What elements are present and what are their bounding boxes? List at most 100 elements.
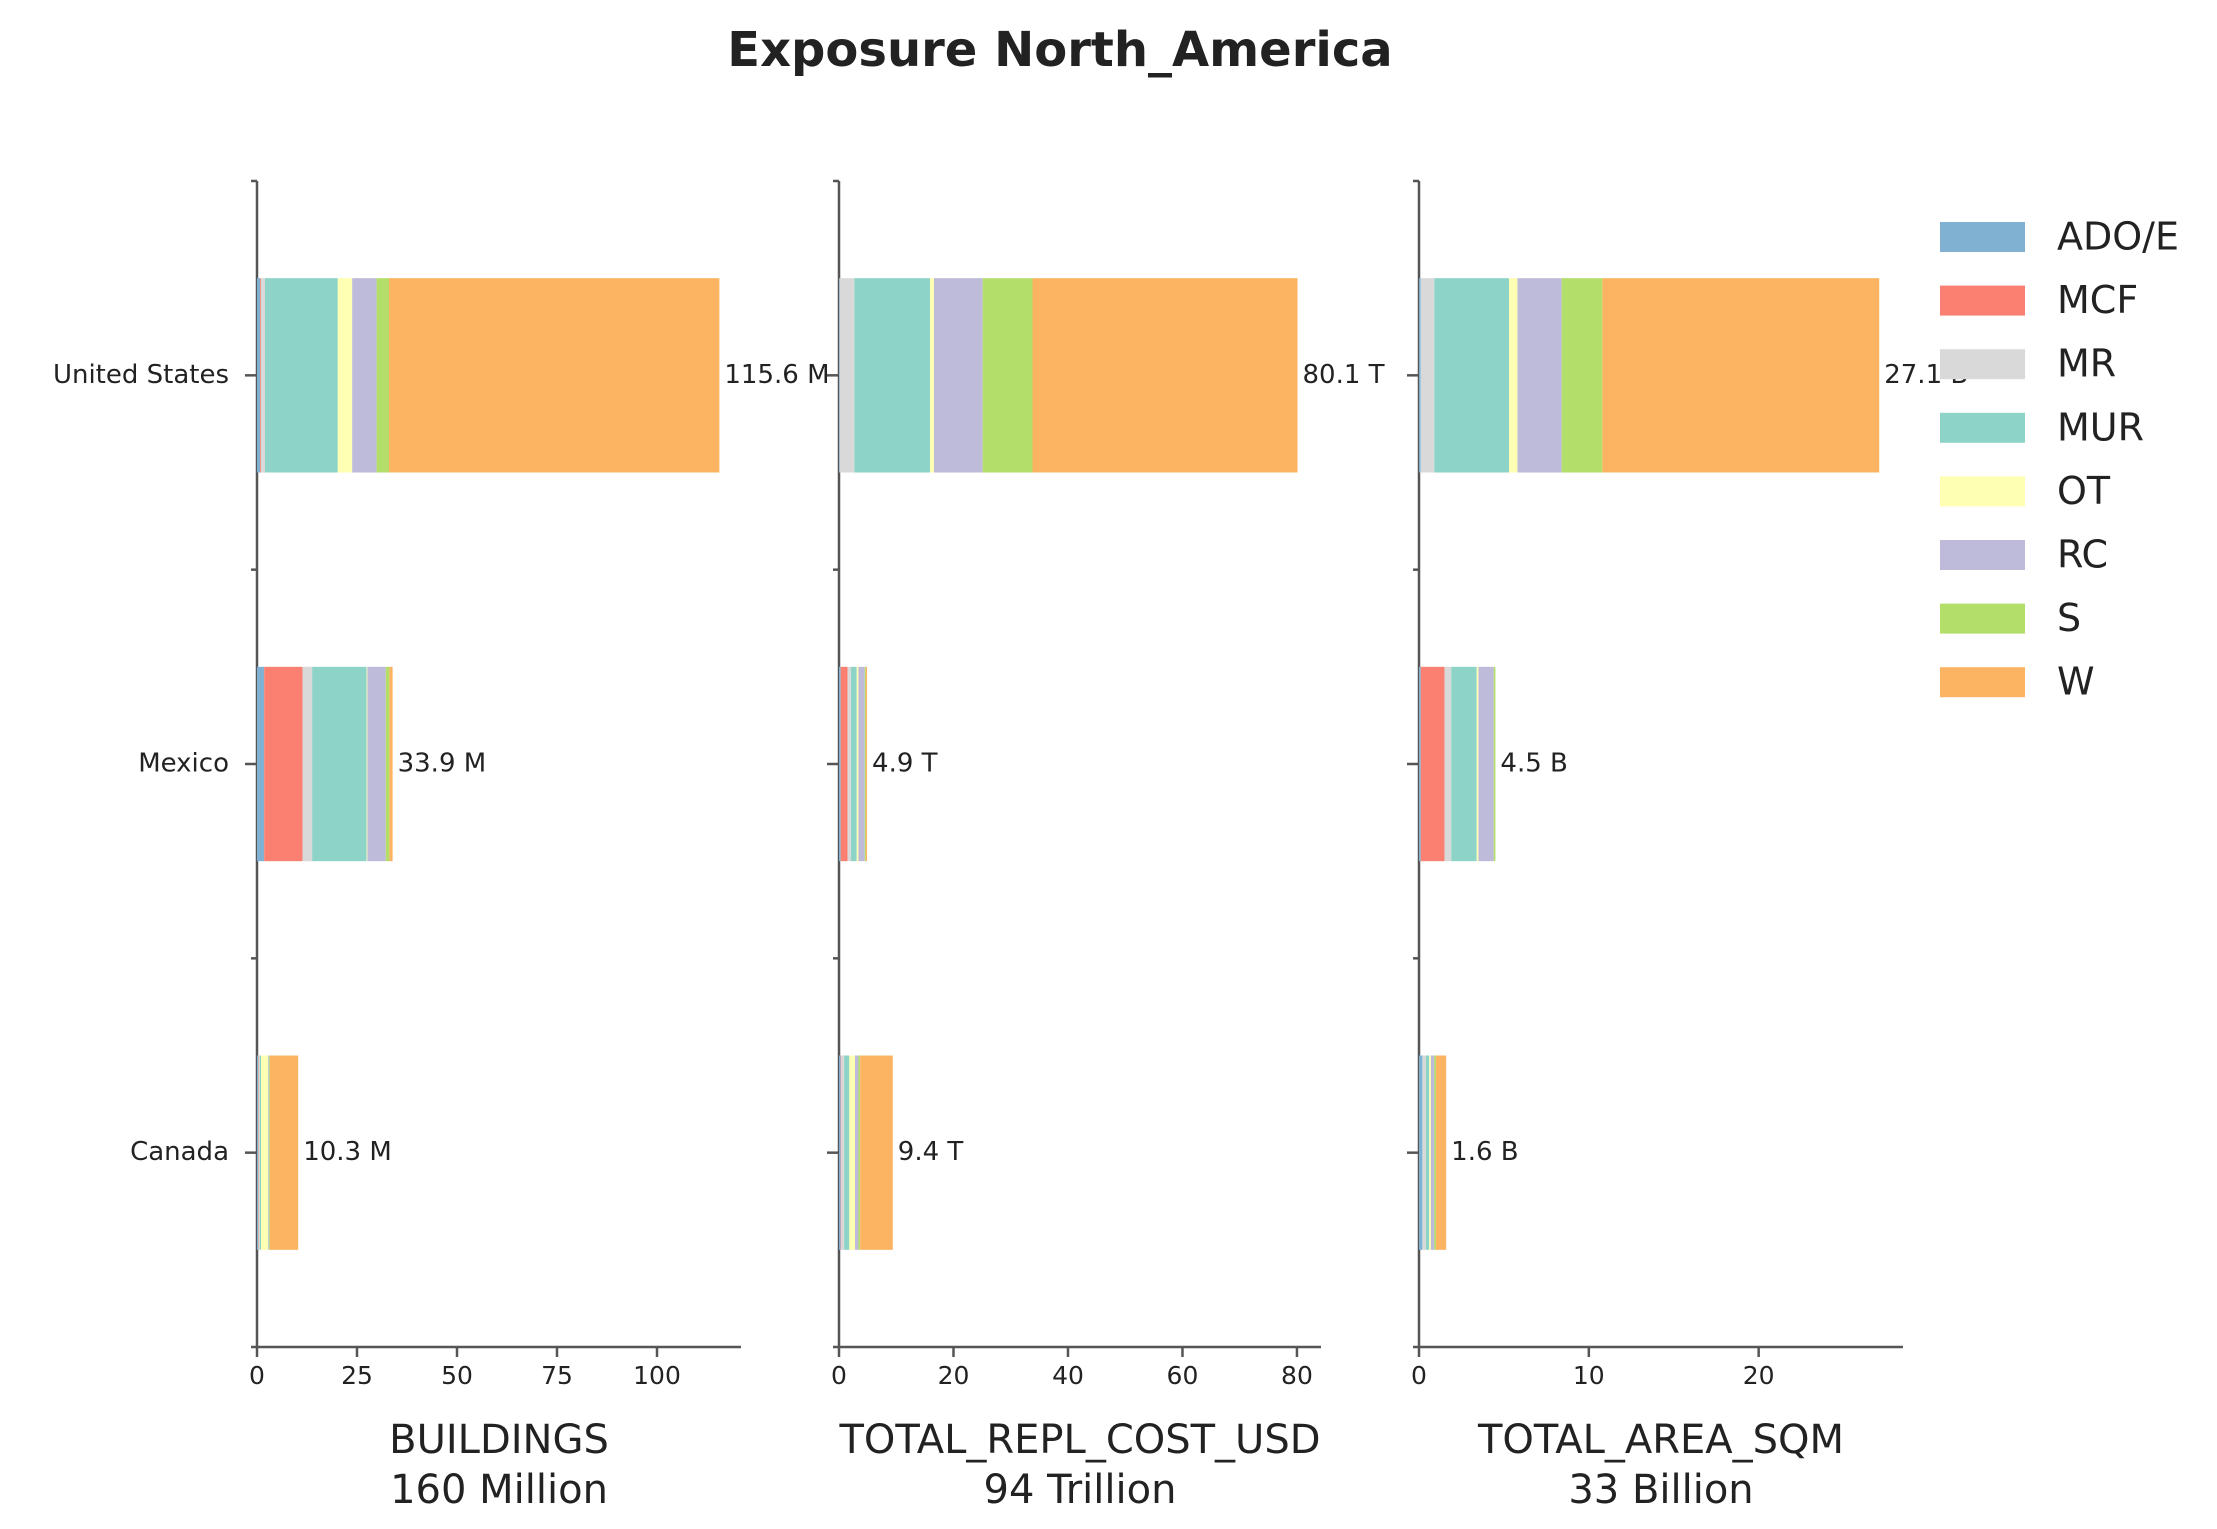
value-label: 9.4 T [898,1137,964,1167]
x-tick-label: 100 [633,1361,681,1390]
legend-label: MUR [2057,405,2144,449]
bar-segment [840,666,848,862]
bar-segment [856,666,859,862]
bar-segment [257,666,265,862]
bar-segment [261,1055,269,1250]
x-axis-label: TOTAL_AREA_SQM [1477,1417,1844,1463]
bar-segment [366,666,368,862]
bar-segment [860,1055,893,1250]
bar-segment [269,1055,299,1250]
bar-segment [858,666,865,862]
bar-segment [847,666,852,862]
bar-segment [1422,1055,1426,1250]
x-axis-total: 94 Trillion [984,1467,1177,1513]
bar-segment [851,666,857,862]
bar-segment [844,1055,850,1250]
bar-segment [840,1055,842,1250]
bar-segment [1517,278,1562,473]
x-tick-label: 20 [1743,1361,1775,1390]
bar-segment [1419,278,1421,473]
bar-segment [1561,278,1603,473]
bar-segment [1444,666,1452,862]
legend-swatch [1940,285,2025,316]
bar-segment [259,1055,261,1250]
legend-label: MCF [2057,278,2138,322]
bar-segment [376,278,389,473]
value-label: 80.1 T [1303,360,1385,390]
bar-segment [865,666,868,862]
x-tick-label: 60 [1167,1361,1199,1390]
x-axis-total: 33 Billion [1568,1467,1753,1513]
bar-segment [839,278,840,473]
bar-segment [839,666,841,862]
value-label: 1.6 B [1451,1137,1518,1167]
legend-label: OT [2057,469,2111,513]
bar-segment [1420,666,1445,862]
x-axis-label: TOTAL_REPL_COST_USD [838,1417,1320,1463]
y-tick-label: United States [53,360,229,390]
legend-swatch [1940,349,2025,380]
bar-segment [854,278,931,473]
bar-segment [1419,666,1421,862]
legend-swatch [1940,222,2025,252]
legend-label: ADO/E [2057,215,2179,259]
legend-label: MR [2057,342,2116,386]
bar-segment [258,1055,260,1250]
bar-segment [1420,278,1435,473]
value-label: 115.6 M [724,360,829,390]
x-tick-label: 20 [938,1361,970,1390]
legend-swatch [1940,667,2025,698]
bar-segment [302,666,313,862]
bar-segment [1434,278,1510,473]
bar-segment [1434,1055,1436,1250]
value-label: 10.3 M [303,1137,392,1167]
bar-segment [269,1055,270,1250]
legend-label: S [2057,596,2081,640]
legend-swatch [1940,476,2025,507]
bar-segment [864,666,866,862]
legend-swatch [1940,412,2025,443]
x-tick-label: 75 [541,1361,573,1390]
value-label: 4.9 T [872,749,938,779]
legend-label: RC [2057,533,2108,577]
bar-segment [389,278,720,473]
bar-segment [1451,666,1477,862]
legend-swatch [1940,603,2025,634]
bar-segment [934,278,983,473]
bar-segment [264,666,303,862]
y-tick-label: Canada [130,1137,229,1167]
bar-segment [1430,1055,1435,1250]
x-axis-total: 160 Million [390,1467,608,1513]
bar-segment [265,278,338,473]
value-label: 4.5 B [1500,749,1567,779]
x-tick-label: 0 [831,1361,847,1390]
bar-segment [858,1055,861,1250]
bar-segment [257,278,261,473]
x-axis-label: BUILDINGS [389,1417,609,1463]
y-tick-label: Mexico [138,749,229,779]
bar-segment [1435,1055,1447,1250]
bar-segment [930,278,935,473]
bar-segment [1493,666,1496,862]
legend-swatch [1940,540,2025,570]
bar-segment [1509,278,1518,473]
bar-segment [1602,278,1880,473]
bar-segment [1478,666,1494,862]
x-tick-label: 50 [441,1361,473,1390]
value-label: 33.9 M [398,749,487,779]
bar-segment [389,666,393,862]
bar-segment [855,1055,859,1250]
bar-segment [849,1055,856,1250]
bar-segment [337,278,353,473]
bar-segment [1419,1055,1423,1250]
legend-label: W [2057,660,2095,704]
bar-segment [385,666,390,862]
x-tick-label: 0 [1411,1361,1427,1390]
bar-segment [261,278,265,473]
bar-segment [257,1055,259,1250]
bar-segment [312,666,367,862]
bar-segment [260,278,261,473]
bar-segment [352,278,377,473]
x-tick-label: 80 [1281,1361,1313,1390]
